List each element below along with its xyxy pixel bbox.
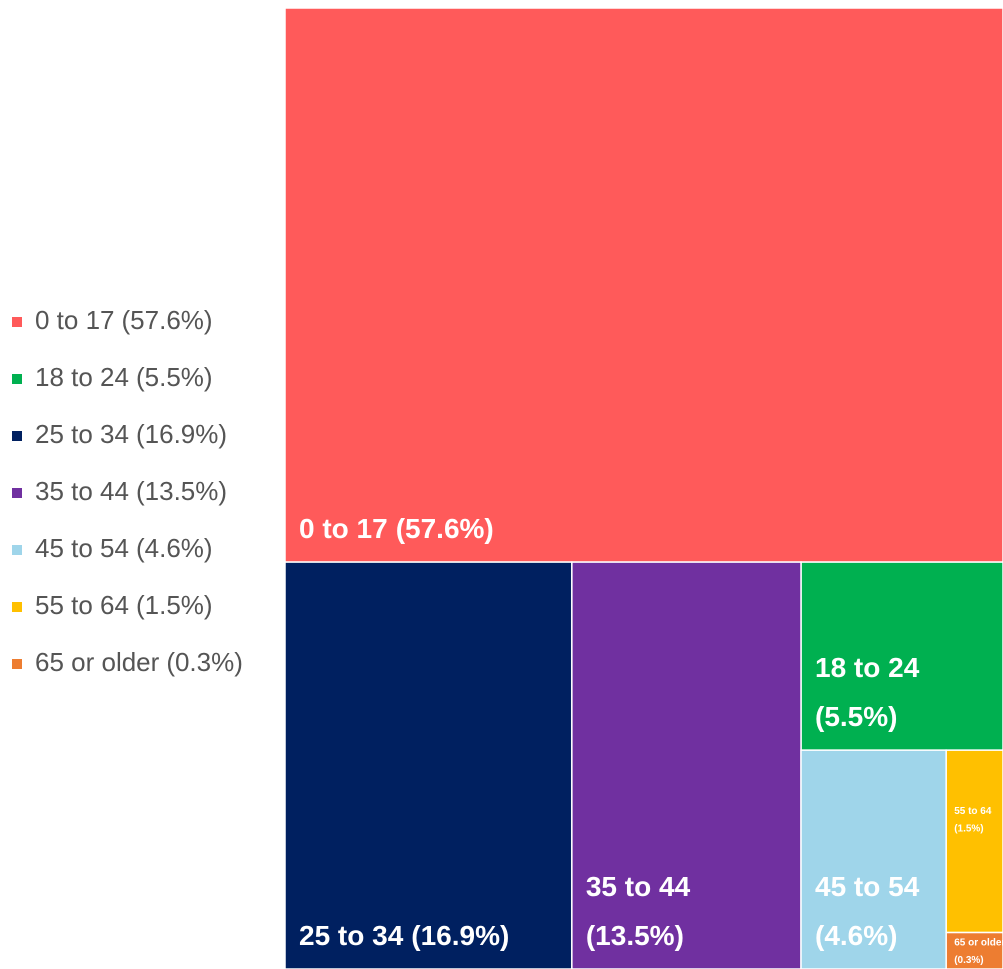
tile-category: 55 to 64 (954, 806, 992, 817)
tile-label: 18 to 24 (5.5%) (815, 652, 920, 732)
legend-value: (57.6%) (122, 305, 213, 335)
legend-value: (5.5%) (136, 362, 213, 392)
legend-category: 65 or older (35, 647, 160, 677)
legend-entry: 35 to 44 (13.5%) (35, 476, 227, 506)
legend-swatch (12, 488, 22, 498)
legend-category: 55 to 64 (35, 590, 129, 620)
tile-label: 65 or older (0.3%) (954, 937, 1003, 966)
legend-entry: 45 to 54 (4.6%) (35, 533, 213, 563)
legend-value: (0.3%) (166, 647, 243, 677)
legend-value: (4.6%) (136, 533, 213, 563)
legend-category: 18 to 24 (35, 362, 129, 392)
tile (571, 561, 802, 969)
tile (284, 561, 573, 969)
tile-value: (4.6%) (815, 920, 897, 951)
tile-value: (16.9%) (411, 920, 509, 951)
tile-category: 25 to 34 (299, 920, 404, 951)
tile-category: 0 to 17 (299, 513, 388, 544)
tile (800, 561, 1003, 751)
legend-category: 45 to 54 (35, 533, 129, 563)
tile (284, 7, 1003, 563)
tile (800, 749, 947, 969)
tile-value: (5.5%) (815, 701, 897, 732)
tile-value: (13.5%) (586, 920, 684, 951)
tile-label: 55 to 64 (1.5%) (954, 806, 992, 835)
legend-swatch (12, 602, 22, 612)
tile-label: 0 to 17 (57.6%) (299, 513, 494, 544)
legend-entry: 55 to 64 (1.5%) (35, 590, 213, 620)
tile-label: 45 to 54 (4.6%) (815, 871, 920, 951)
legend-entry: 25 to 34 (16.9%) (35, 419, 227, 449)
tile-category: 45 to 54 (815, 871, 920, 902)
legend-entry: 0 to 17 (57.6%) (35, 305, 213, 335)
legend-value: (16.9%) (136, 419, 227, 449)
tile-label: 25 to 34 (16.9%) (299, 920, 509, 951)
tile (945, 931, 1003, 969)
tile-category: 18 to 24 (815, 652, 920, 683)
legend-entry: 65 or older (0.3%) (35, 647, 243, 677)
legend-swatch (12, 374, 22, 384)
tile-value: (57.6%) (396, 513, 494, 544)
legend-swatch (12, 659, 22, 669)
tile-category: 65 or older (954, 937, 1003, 948)
legend-category: 25 to 34 (35, 419, 129, 449)
tile-category: 35 to 44 (586, 871, 691, 902)
legend-swatch (12, 317, 22, 327)
legend-category: 35 to 44 (35, 476, 129, 506)
tile-value: (1.5%) (954, 823, 983, 834)
tile (945, 749, 1003, 934)
legend-entry: 18 to 24 (5.5%) (35, 362, 213, 392)
legend-value: (1.5%) (136, 590, 213, 620)
tile-value: (0.3%) (954, 955, 983, 966)
legend-swatch (12, 545, 22, 555)
legend-swatch (12, 431, 22, 441)
legend-category: 0 to 17 (35, 305, 115, 335)
legend-value: (13.5%) (136, 476, 227, 506)
tile-label: 35 to 44 (13.5%) (586, 871, 691, 951)
